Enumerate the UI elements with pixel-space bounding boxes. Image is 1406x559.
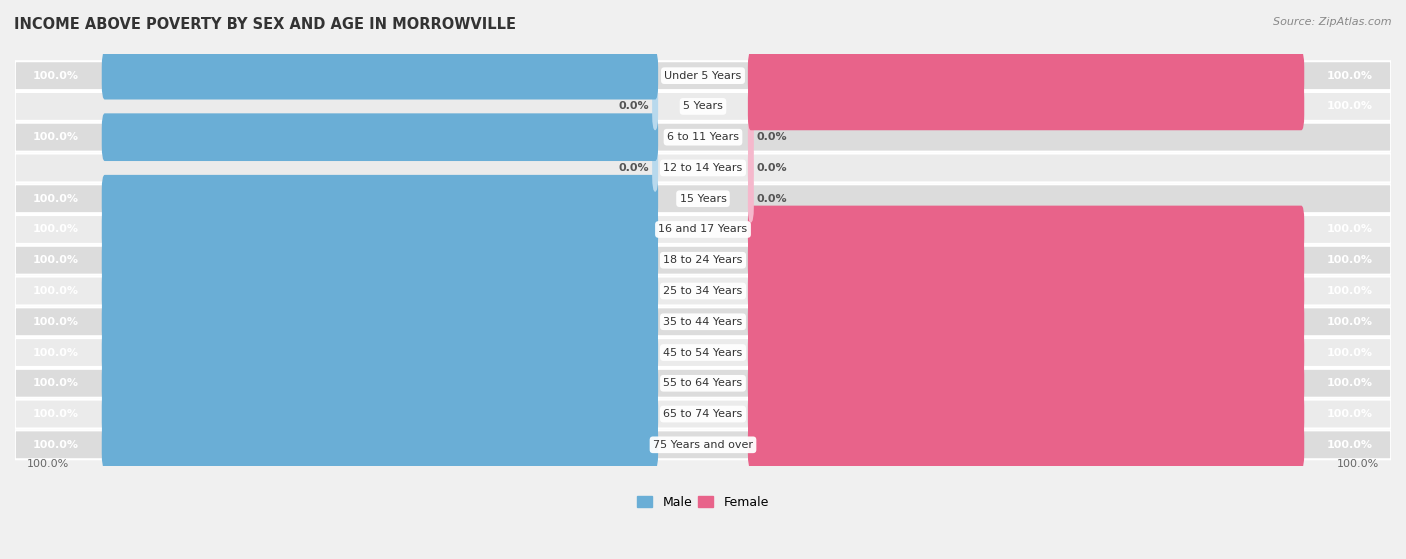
Text: 100.0%: 100.0%: [1337, 459, 1379, 469]
Text: 100.0%: 100.0%: [1327, 440, 1374, 450]
Text: 100.0%: 100.0%: [1327, 348, 1374, 358]
Text: Source: ZipAtlas.com: Source: ZipAtlas.com: [1274, 17, 1392, 27]
FancyBboxPatch shape: [748, 421, 1305, 468]
FancyBboxPatch shape: [15, 277, 1391, 305]
Text: 100.0%: 100.0%: [1327, 409, 1374, 419]
Text: 100.0%: 100.0%: [32, 317, 79, 327]
Text: 18 to 24 Years: 18 to 24 Years: [664, 255, 742, 265]
FancyBboxPatch shape: [15, 369, 1391, 398]
Text: 100.0%: 100.0%: [1327, 225, 1374, 234]
Text: 100.0%: 100.0%: [32, 70, 79, 80]
Text: Under 5 Years: Under 5 Years: [665, 70, 741, 80]
FancyBboxPatch shape: [15, 246, 1391, 274]
Text: 25 to 34 Years: 25 to 34 Years: [664, 286, 742, 296]
FancyBboxPatch shape: [15, 338, 1391, 367]
Text: 45 to 54 Years: 45 to 54 Years: [664, 348, 742, 358]
Text: 15 Years: 15 Years: [679, 194, 727, 203]
FancyBboxPatch shape: [101, 267, 658, 315]
FancyBboxPatch shape: [748, 267, 1305, 315]
Text: 100.0%: 100.0%: [32, 132, 79, 142]
Text: 75 Years and over: 75 Years and over: [652, 440, 754, 450]
FancyBboxPatch shape: [652, 83, 658, 130]
Text: 100.0%: 100.0%: [1327, 317, 1374, 327]
FancyBboxPatch shape: [15, 154, 1391, 182]
Text: 5 Years: 5 Years: [683, 101, 723, 111]
FancyBboxPatch shape: [748, 298, 1305, 345]
Legend: Male, Female: Male, Female: [633, 491, 773, 514]
FancyBboxPatch shape: [15, 307, 1391, 336]
Text: INCOME ABOVE POVERTY BY SEX AND AGE IN MORROWVILLE: INCOME ABOVE POVERTY BY SEX AND AGE IN M…: [14, 17, 516, 32]
FancyBboxPatch shape: [101, 52, 658, 100]
FancyBboxPatch shape: [101, 206, 658, 253]
Text: 100.0%: 100.0%: [32, 286, 79, 296]
FancyBboxPatch shape: [748, 175, 754, 222]
Text: 100.0%: 100.0%: [32, 225, 79, 234]
Text: 65 to 74 Years: 65 to 74 Years: [664, 409, 742, 419]
FancyBboxPatch shape: [101, 113, 658, 161]
FancyBboxPatch shape: [748, 206, 1305, 253]
Text: 100.0%: 100.0%: [1327, 378, 1374, 389]
Text: 35 to 44 Years: 35 to 44 Years: [664, 317, 742, 327]
Text: 100.0%: 100.0%: [1327, 101, 1374, 111]
Text: 0.0%: 0.0%: [756, 132, 787, 142]
Text: 100.0%: 100.0%: [32, 255, 79, 265]
Text: 100.0%: 100.0%: [1327, 286, 1374, 296]
FancyBboxPatch shape: [101, 329, 658, 376]
FancyBboxPatch shape: [748, 390, 1305, 438]
FancyBboxPatch shape: [101, 359, 658, 407]
Text: 100.0%: 100.0%: [27, 459, 69, 469]
FancyBboxPatch shape: [15, 215, 1391, 244]
Text: 100.0%: 100.0%: [32, 348, 79, 358]
FancyBboxPatch shape: [748, 236, 1305, 284]
FancyBboxPatch shape: [15, 184, 1391, 213]
Text: 0.0%: 0.0%: [619, 163, 650, 173]
Text: 6 to 11 Years: 6 to 11 Years: [666, 132, 740, 142]
Text: 12 to 14 Years: 12 to 14 Years: [664, 163, 742, 173]
FancyBboxPatch shape: [101, 175, 658, 222]
FancyBboxPatch shape: [101, 298, 658, 345]
FancyBboxPatch shape: [101, 236, 658, 284]
FancyBboxPatch shape: [652, 144, 658, 192]
FancyBboxPatch shape: [748, 113, 754, 161]
Text: 55 to 64 Years: 55 to 64 Years: [664, 378, 742, 389]
Text: 0.0%: 0.0%: [619, 101, 650, 111]
FancyBboxPatch shape: [748, 52, 1305, 100]
Text: 100.0%: 100.0%: [32, 194, 79, 203]
Text: 100.0%: 100.0%: [1327, 255, 1374, 265]
FancyBboxPatch shape: [15, 61, 1391, 90]
Text: 0.0%: 0.0%: [756, 194, 787, 203]
FancyBboxPatch shape: [15, 92, 1391, 121]
FancyBboxPatch shape: [748, 83, 1305, 130]
FancyBboxPatch shape: [748, 359, 1305, 407]
FancyBboxPatch shape: [101, 390, 658, 438]
Text: 100.0%: 100.0%: [32, 440, 79, 450]
Text: 100.0%: 100.0%: [1327, 70, 1374, 80]
FancyBboxPatch shape: [15, 430, 1391, 459]
Text: 0.0%: 0.0%: [756, 163, 787, 173]
FancyBboxPatch shape: [15, 400, 1391, 429]
FancyBboxPatch shape: [748, 144, 754, 192]
FancyBboxPatch shape: [101, 421, 658, 468]
FancyBboxPatch shape: [748, 329, 1305, 376]
FancyBboxPatch shape: [15, 123, 1391, 151]
Text: 16 and 17 Years: 16 and 17 Years: [658, 225, 748, 234]
Text: 100.0%: 100.0%: [32, 378, 79, 389]
Text: 100.0%: 100.0%: [32, 409, 79, 419]
